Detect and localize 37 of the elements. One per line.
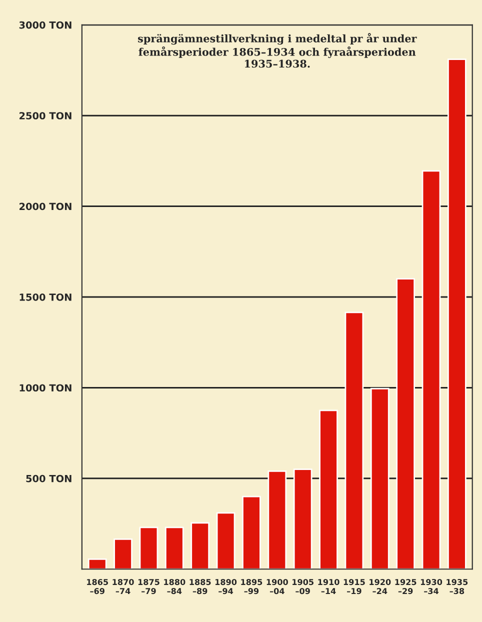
bar — [370, 388, 390, 570]
bar — [293, 468, 312, 570]
x-tick-label: 1890 –94 — [215, 578, 237, 594]
x-tick-label: 1885 –89 — [190, 578, 211, 594]
bar — [344, 312, 364, 570]
bar — [190, 522, 210, 570]
bar — [88, 558, 107, 570]
x-tick-label: 1935 –38 — [446, 578, 468, 594]
x-tick-label: 1905 –09 — [292, 578, 314, 594]
bar — [319, 410, 338, 570]
bar — [139, 526, 158, 570]
x-tick-label: 1870 –74 — [112, 578, 134, 594]
x-tick-label: 1925 –29 — [395, 578, 416, 594]
y-tick-label: 2500 TON — [20, 112, 72, 120]
y-tick-label: 1000 TON — [20, 384, 72, 392]
bar — [164, 526, 184, 570]
x-tick-label: 1930 –34 — [420, 578, 442, 594]
x-tick-label: 1895 –99 — [241, 578, 262, 594]
y-tick-label: 3000 TON — [19, 21, 72, 29]
bar — [242, 496, 261, 570]
x-tick-label: 1920 –24 — [370, 578, 391, 594]
bar — [268, 470, 287, 570]
x-tick-label: 1910 –14 — [318, 578, 340, 594]
bar — [216, 512, 236, 570]
x-tick-label: 1915 –19 — [344, 579, 365, 594]
text: sprängämnestillverkning i medeltal pr år under femårsperioder 1865–1934 och fyraårsperioden 1935–1938. — [138, 33, 417, 68]
y-tick-label: 1500 TON — [20, 293, 72, 301]
x-tick-label: 1875 –79 — [138, 578, 160, 594]
bar — [396, 278, 416, 570]
bar — [422, 170, 441, 570]
x-tick-label: 1900 –04 — [266, 578, 288, 594]
bar — [114, 538, 132, 570]
y-tick-label: 500 TON — [26, 474, 72, 482]
y-tick-label: 2000 TON — [20, 202, 72, 210]
bar — [448, 58, 466, 570]
x-tick-label: 1865 –69 — [87, 578, 108, 594]
x-tick-label: 1880 –84 — [164, 578, 186, 594]
